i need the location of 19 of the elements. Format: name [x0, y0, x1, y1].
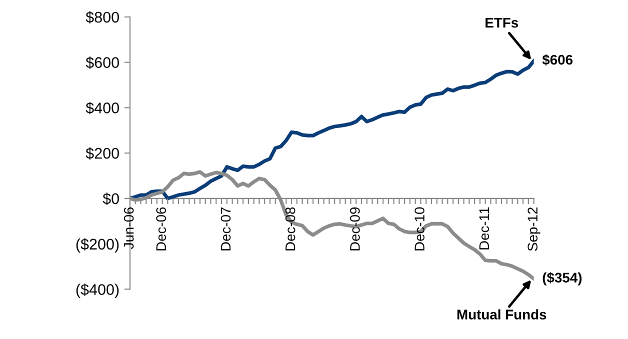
x-tick-label: Dec-11 [479, 207, 490, 250]
text: ETFs [486, 18, 518, 28]
text: Mutual Funds [457, 309, 546, 320]
data-label: $606 [542, 54, 573, 66]
y-tick-label: $0 [102, 192, 119, 206]
x-tick-label: Jun-06 [124, 207, 134, 250]
x-tick-label: Dec-06 [156, 207, 166, 250]
x-tick-label: Dec-09 [350, 207, 360, 250]
y-tick-label: $400 [86, 102, 119, 114]
x-tick-label: Dec-07 [220, 207, 231, 250]
y-tick-label: $600 [86, 56, 119, 69]
x-tick-label: Dec-10 [414, 207, 424, 250]
x-tick-label: Sep-12 [528, 207, 540, 251]
y-tick-label: ($400) [76, 284, 119, 298]
x-tick-label: Dec-08 [285, 207, 296, 250]
data-label: ($354) [542, 272, 582, 286]
y-tick-label: ($200) [76, 238, 119, 253]
y-tick-label: $200 [86, 147, 119, 160]
y-tick-label: $800 [86, 11, 119, 24]
